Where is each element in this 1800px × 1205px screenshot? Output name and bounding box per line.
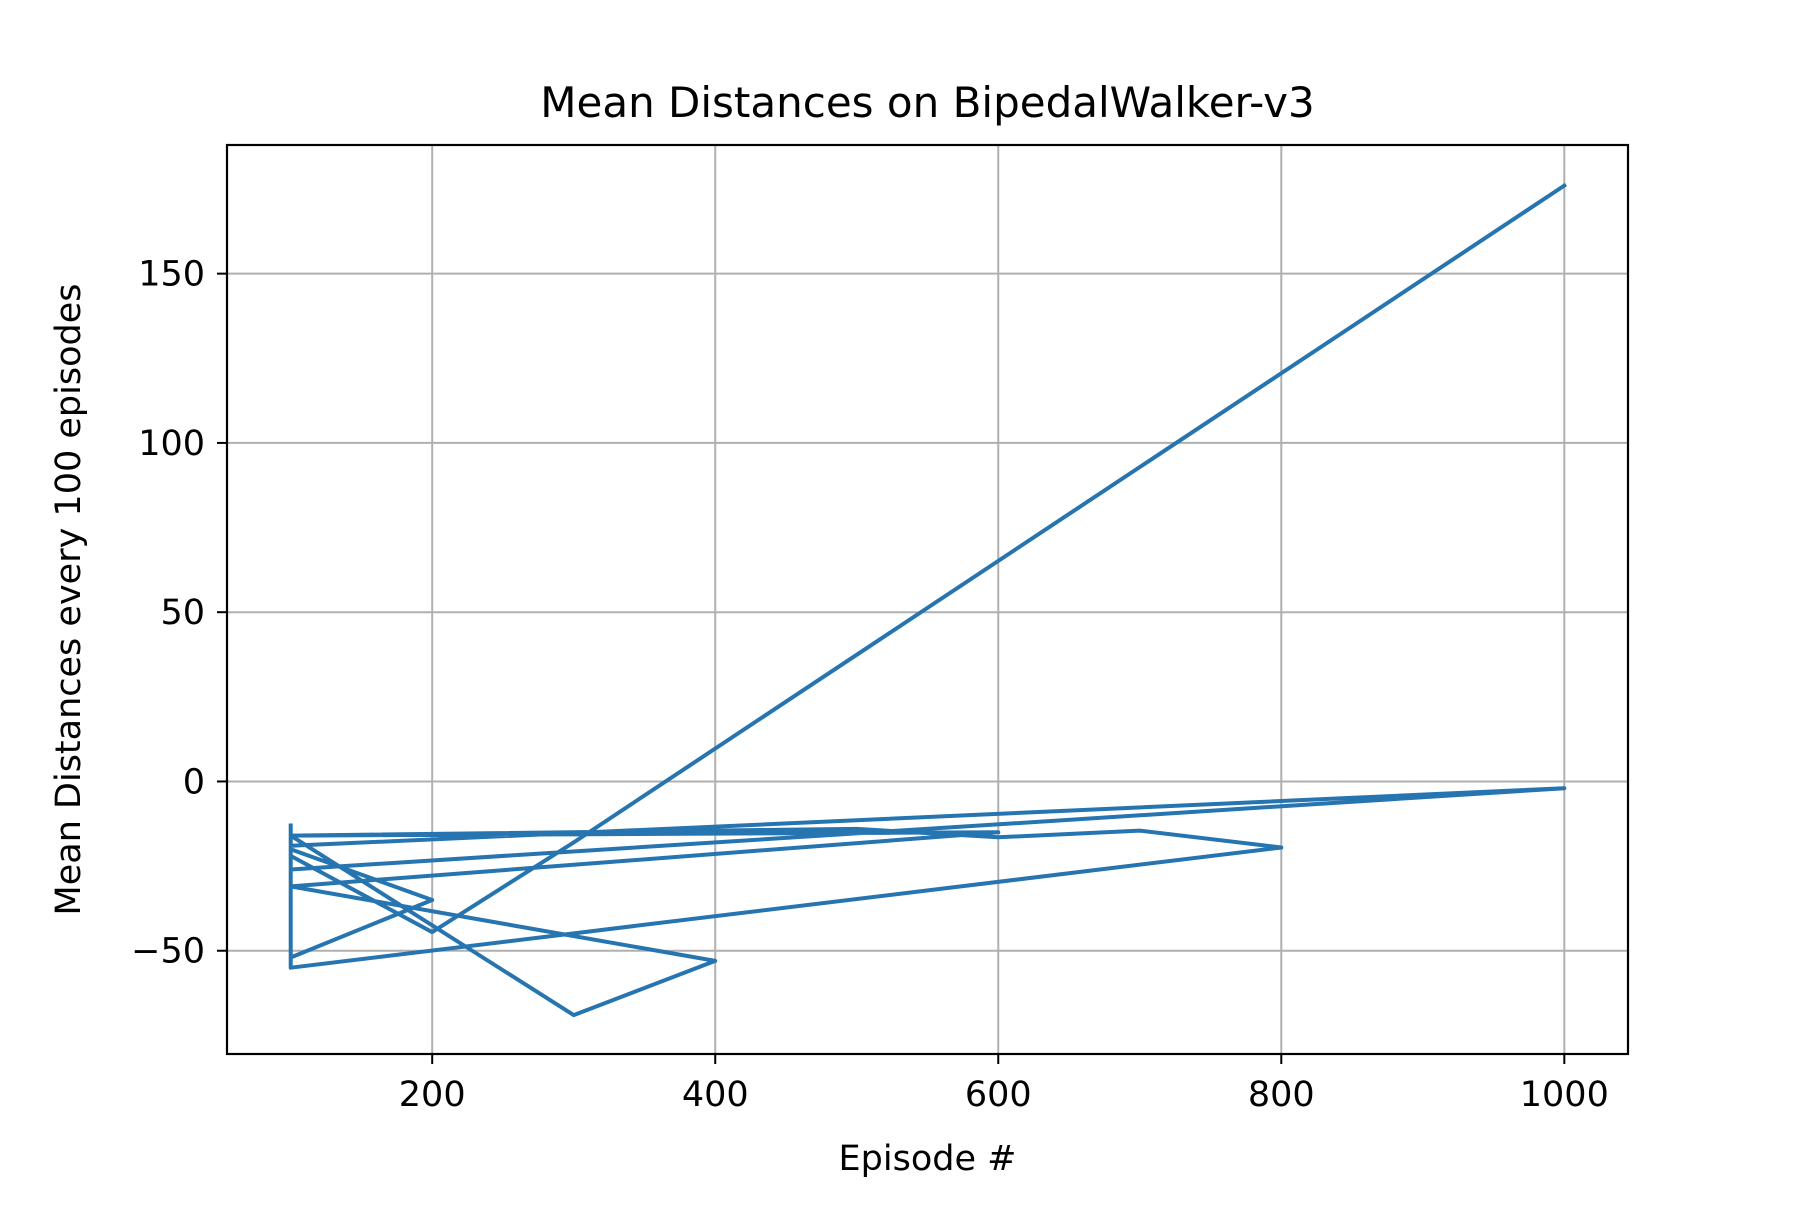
chart-title: Mean Distances on BipedalWalker-v3 (540, 78, 1314, 127)
y-tick-label: 50 (160, 593, 205, 633)
x-tick-label: 400 (682, 1075, 749, 1115)
plot-frame (225, 143, 1630, 1056)
x-tick-label: 1000 (1520, 1075, 1609, 1115)
series-line-0 (288, 182, 1568, 1018)
x-axis-label: Episode # (839, 1139, 1017, 1179)
series-layer (288, 182, 1568, 1018)
y-tick-label: 100 (138, 424, 205, 464)
ticks: 200 400 600 800 1000 −50 0 50 100 150 (131, 255, 1609, 1115)
y-tick-label: −50 (131, 932, 205, 972)
y-tick-label: 150 (138, 255, 205, 295)
y-tick-label: 0 (183, 762, 205, 802)
x-tick-label: 200 (399, 1075, 466, 1115)
x-tick-label: 600 (965, 1075, 1032, 1115)
grid (227, 145, 1628, 1054)
y-axis-label: Mean Distances every 100 episodes (49, 284, 89, 916)
x-tick-label: 800 (1248, 1075, 1315, 1115)
